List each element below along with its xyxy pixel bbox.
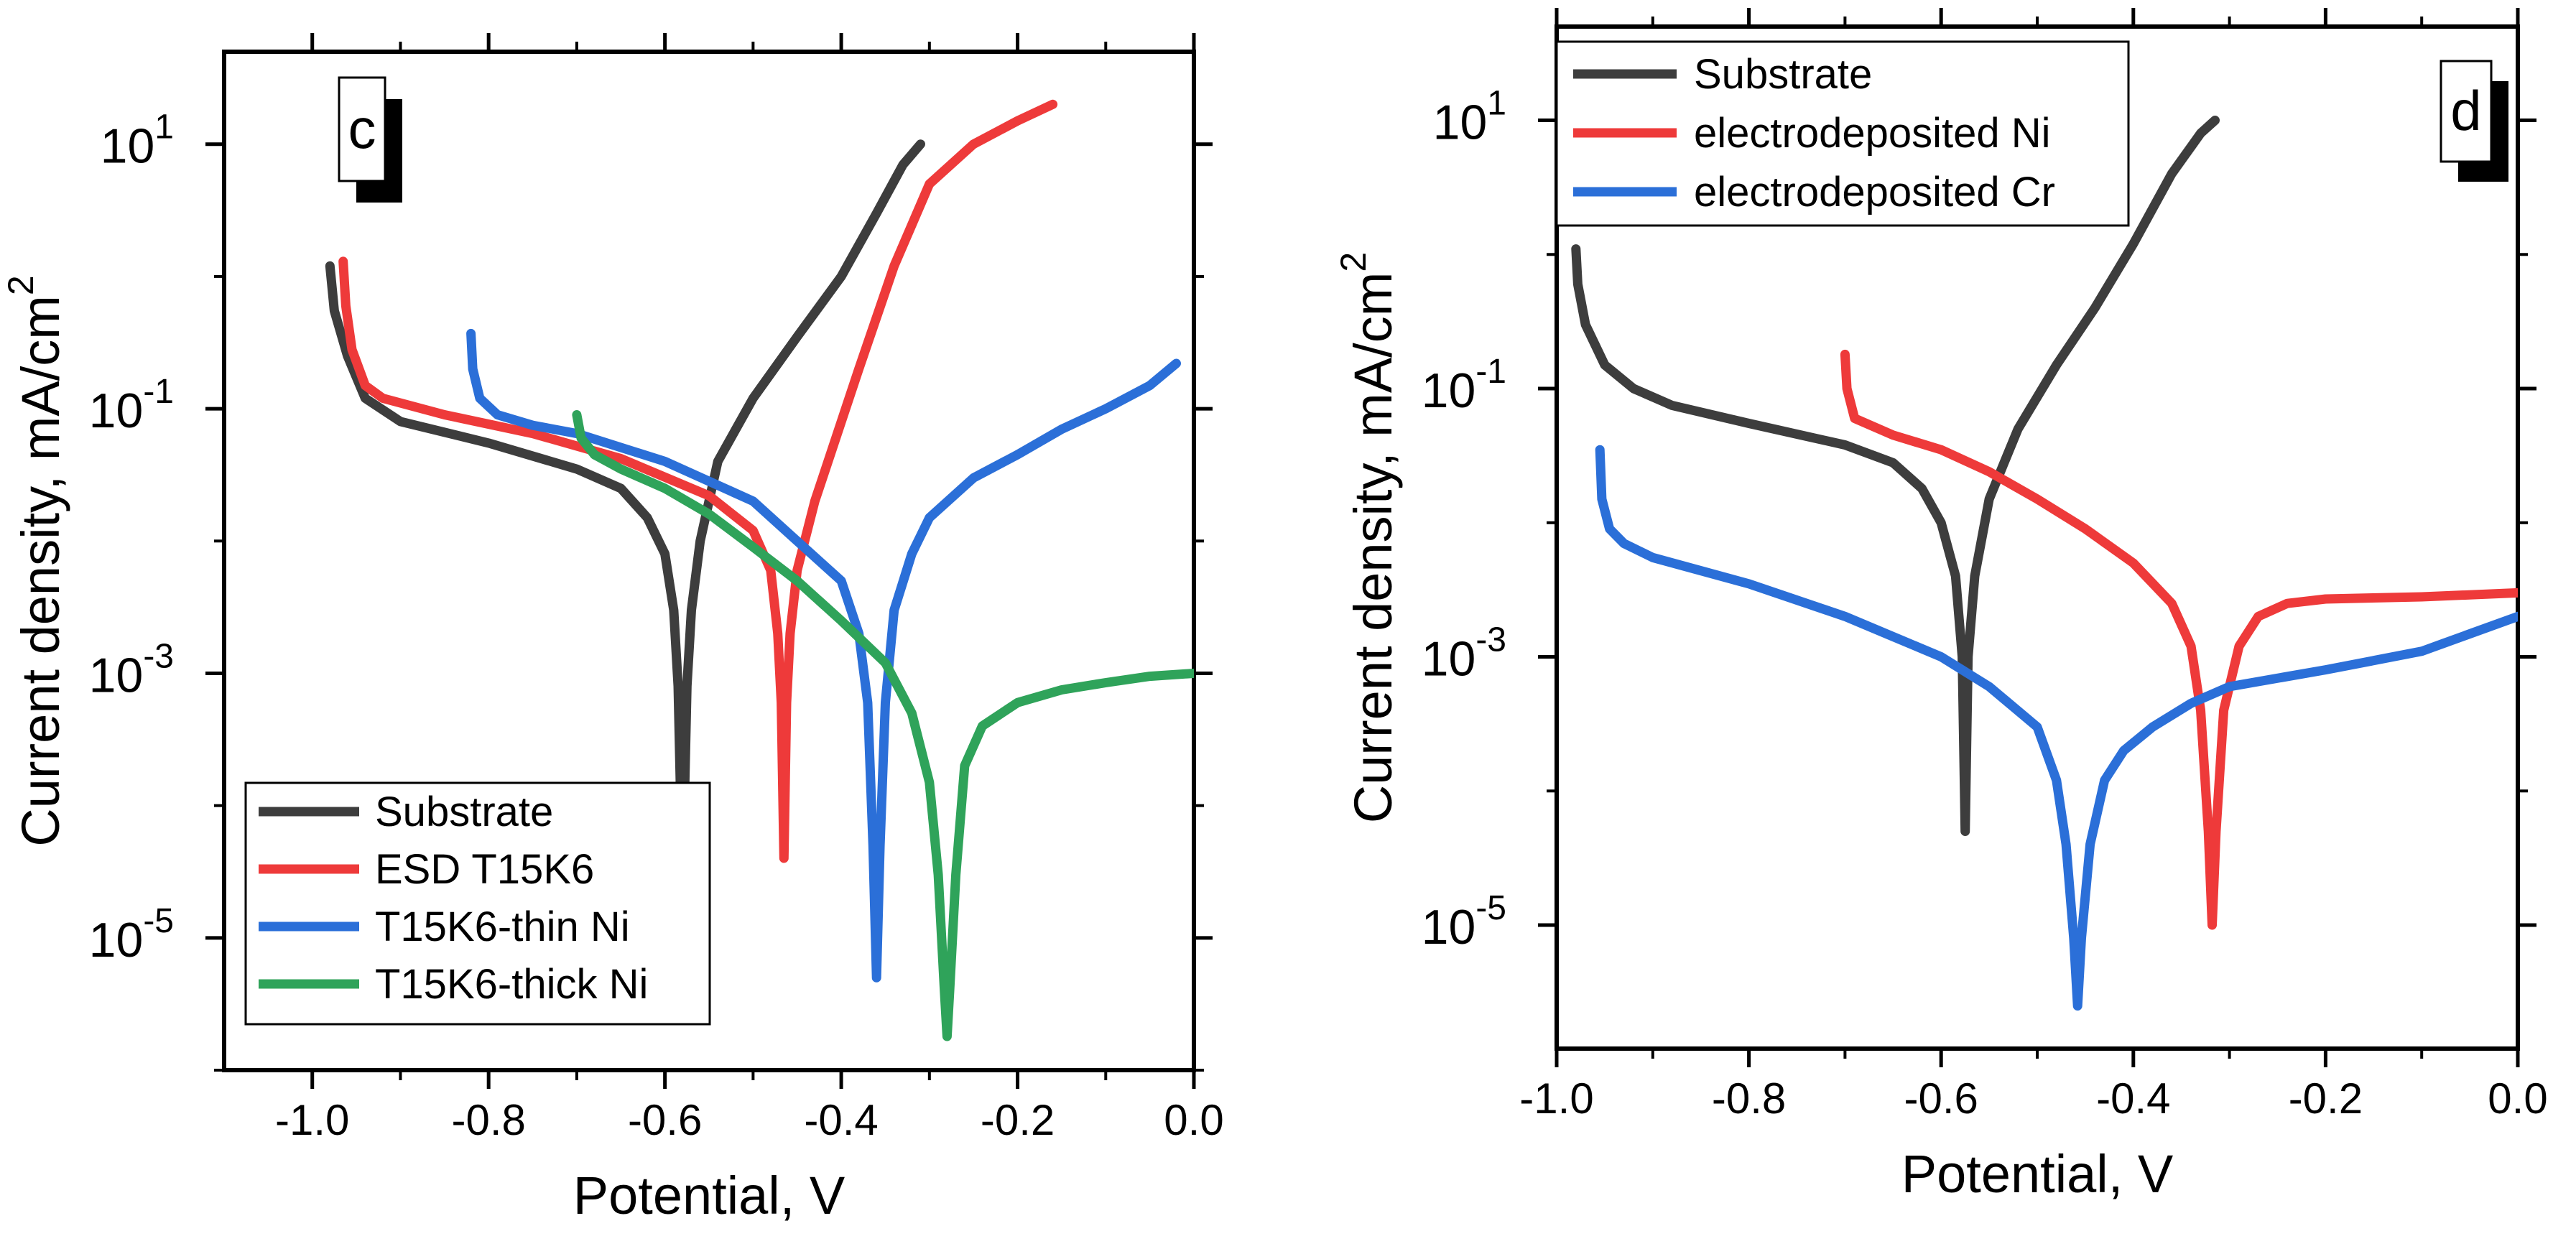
y-tick-label-exponent: -1 xyxy=(143,373,174,411)
x-tick-label-d: -0.4 xyxy=(2096,1074,2170,1123)
y-tick-label-base: 10 xyxy=(89,913,144,967)
panel-label-box-d xyxy=(2440,60,2493,163)
y-tick-label-c: 10-1 xyxy=(89,373,174,438)
panel-label-d: d xyxy=(2450,79,2481,142)
y-tick-label-exponent: -3 xyxy=(1475,621,1506,659)
y-axis-label-d: Current density, mA/cm2 xyxy=(1333,252,1403,823)
x-tick-label-c: -1.0 xyxy=(275,1096,349,1144)
x-tick-label-d: -0.8 xyxy=(1712,1074,1786,1123)
y-tick-label-exponent: -1 xyxy=(1475,353,1506,391)
panel-label-c: c xyxy=(348,97,376,160)
y-tick-label-d: 10-5 xyxy=(1422,889,1506,955)
legend-entry-electrodeposited-ni-d: electrodeposited Ni xyxy=(1694,110,2051,157)
x-axis-label-c: Potential, V xyxy=(573,1166,845,1225)
legend-entry-t15k6-thin-ni-c: T15K6-thin Ni xyxy=(375,904,630,950)
legend-entry-electrodeposited-cr-d: electrodeposited Cr xyxy=(1694,169,2055,215)
x-tick-label-d: 0.0 xyxy=(2488,1074,2547,1123)
legend-entry-substrate-d: Substrate xyxy=(1694,51,1872,98)
x-tick-label-c: -0.4 xyxy=(804,1096,878,1144)
y-tick-label-exponent: 1 xyxy=(1487,85,1506,123)
y-tick-label-base: 10 xyxy=(1422,632,1476,687)
series-line-electrodeposited-cr-d xyxy=(1595,445,2518,1011)
y-tick-label-base: 10 xyxy=(89,384,144,438)
y-tick-label-base: 10 xyxy=(1422,363,1476,418)
y-axis-label-superscript: 2 xyxy=(1,275,41,295)
y-tick-label-exponent: -5 xyxy=(1475,889,1506,927)
legend-entry-substrate-c: Substrate xyxy=(375,789,553,835)
panel-label-box-c xyxy=(338,76,386,182)
y-tick-label-exponent: -5 xyxy=(143,902,174,940)
y-tick-label-d: 10-3 xyxy=(1422,621,1506,687)
x-tick-label-c: -0.2 xyxy=(981,1096,1055,1144)
series-line-electrodeposited-ni-d xyxy=(1840,349,2518,930)
y-tick-label-base: 10 xyxy=(1422,900,1476,955)
y-axis-label-text: Current density, mA/cm xyxy=(1343,272,1403,824)
y-tick-label-base: 10 xyxy=(1433,96,1488,150)
series-line-substrate-d xyxy=(1571,116,2220,836)
y-tick-label-exponent: -3 xyxy=(143,637,174,675)
y-tick-label-d: 101 xyxy=(1433,85,1506,150)
y-tick-label-c: 10-5 xyxy=(89,902,174,967)
legend-entry-t15k6-thick-ni-c: T15K6-thick Ni xyxy=(375,961,648,1008)
x-tick-label-c: 0.0 xyxy=(1164,1096,1223,1144)
x-tick-label-c: -0.8 xyxy=(451,1096,525,1144)
y-axis-label-superscript: 2 xyxy=(1333,252,1373,272)
y-axis-label-c: Current density, mA/cm2 xyxy=(1,275,70,846)
series-line-esd-t15k6-c xyxy=(338,99,1058,863)
y-tick-label-base: 10 xyxy=(89,648,144,702)
x-tick-label-d: -0.6 xyxy=(1904,1074,1978,1123)
legend-entry-esd-t15k6-c: ESD T15K6 xyxy=(375,846,594,893)
y-axis-label-text: Current density, mA/cm xyxy=(11,295,70,847)
series-line-t15k6-thin-ni-c xyxy=(466,328,1181,983)
y-tick-label-c: 10-3 xyxy=(89,637,174,702)
x-tick-label-d: -1.0 xyxy=(1519,1074,1593,1123)
y-tick-label-c: 101 xyxy=(101,108,174,174)
series-line-t15k6-thick-ni-c xyxy=(572,410,1194,1041)
y-tick-label-d: 10-1 xyxy=(1422,353,1506,418)
x-tick-label-c: -0.6 xyxy=(628,1096,702,1144)
y-tick-label-base: 10 xyxy=(101,119,155,174)
y-tick-label-exponent: 1 xyxy=(154,108,174,147)
x-tick-label-d: -0.2 xyxy=(2289,1074,2363,1123)
x-axis-label-d: Potential, V xyxy=(1901,1144,2174,1204)
